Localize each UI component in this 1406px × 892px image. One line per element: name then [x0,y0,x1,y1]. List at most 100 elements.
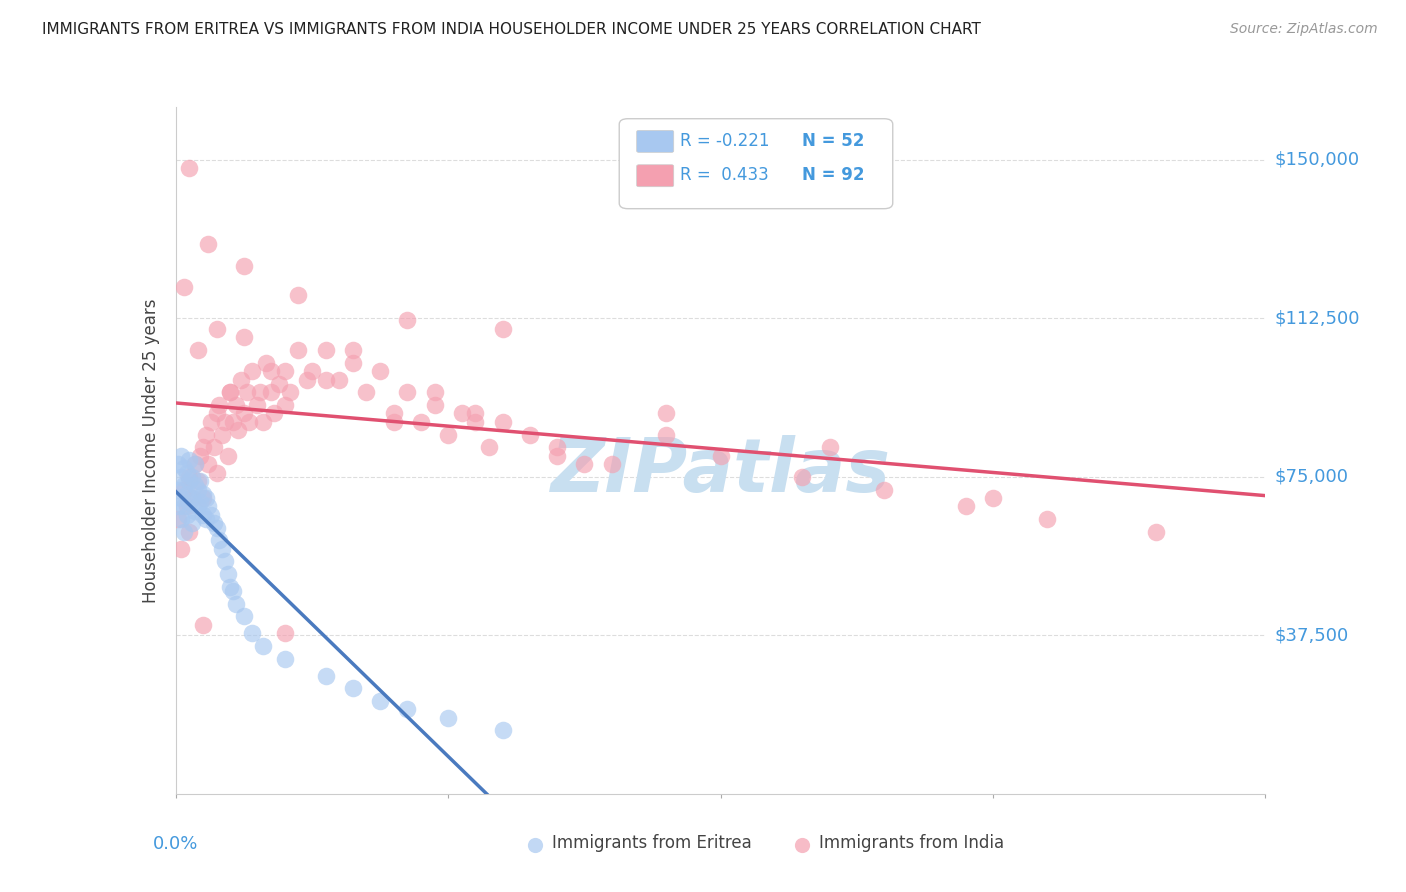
Point [194,427,217,442]
Point [478,440,501,454]
Point [464,407,486,421]
Point [170,491,193,505]
Text: $150,000: $150,000 [1274,151,1360,169]
Point [186,483,209,497]
Point [315,373,337,387]
Point [437,711,460,725]
Point [202,516,225,531]
Point [173,500,195,514]
Point [191,617,214,632]
Point [232,330,254,344]
Point [179,524,201,539]
Point [955,500,977,514]
Point [235,385,257,400]
Point [274,626,297,640]
Point [184,478,207,492]
Point [200,508,222,522]
Text: N = 92: N = 92 [803,166,865,184]
Point [173,524,195,539]
Point [194,512,217,526]
Point [274,651,297,665]
Point [188,474,211,488]
Point [179,453,201,467]
Point [191,440,214,454]
Y-axis label: Householder Income Under 25 years: Householder Income Under 25 years [142,298,160,603]
Point [368,694,391,708]
Point [170,512,193,526]
Point [173,478,195,492]
Text: $37,500: $37,500 [1274,626,1348,644]
Text: Immigrants from Eritrea: Immigrants from Eritrea [551,834,751,853]
Point [315,668,337,682]
Point [492,322,515,336]
Point [222,415,245,429]
Point [184,457,207,471]
Point [173,279,195,293]
Point [818,440,841,454]
Point [184,457,207,471]
Point [295,373,318,387]
Point [873,483,896,497]
Point [278,385,301,400]
Text: $112,500: $112,500 [1274,310,1360,327]
Point [191,508,214,522]
Point [219,385,242,400]
Point [240,626,263,640]
Point [464,415,486,429]
Point [176,500,198,514]
Point [184,504,207,518]
Point [450,407,472,421]
Point [176,466,198,480]
FancyBboxPatch shape [619,119,893,209]
Point [211,541,233,556]
Point [368,364,391,378]
Point [287,288,309,302]
Text: N = 52: N = 52 [803,132,865,150]
Point [197,500,219,514]
Point [211,427,233,442]
Point [219,385,242,400]
Point [246,398,269,412]
Point [170,449,193,463]
Point [208,398,231,412]
Point [396,702,419,716]
Point [396,385,419,400]
Point [252,415,274,429]
Point [205,466,228,480]
Point [200,415,222,429]
Point [181,470,204,484]
Point [981,491,1004,505]
Point [238,415,260,429]
Point [214,554,236,568]
Point [356,385,378,400]
Point [600,457,623,471]
Point [232,609,254,624]
Point [188,495,211,509]
Point [574,457,596,471]
Point [222,584,245,599]
Point [254,356,277,370]
Point [219,580,242,594]
Point [546,449,568,463]
Point [328,373,350,387]
Point [179,474,201,488]
Point [792,470,814,484]
Text: IMMIGRANTS FROM ERITREA VS IMMIGRANTS FROM INDIA HOUSEHOLDER INCOME UNDER 25 YEA: IMMIGRANTS FROM ERITREA VS IMMIGRANTS FR… [42,22,981,37]
Point [260,364,283,378]
Point [181,491,204,505]
Point [202,440,225,454]
Point [263,407,285,421]
Point [315,343,337,357]
Point [409,415,432,429]
Point [191,491,214,505]
Point [191,487,214,501]
Point [519,427,541,442]
Point [423,385,446,400]
Point [437,427,460,442]
FancyBboxPatch shape [637,165,673,186]
Point [179,161,201,176]
Point [197,237,219,252]
Point [342,681,364,696]
Point [274,364,297,378]
Point [170,541,193,556]
